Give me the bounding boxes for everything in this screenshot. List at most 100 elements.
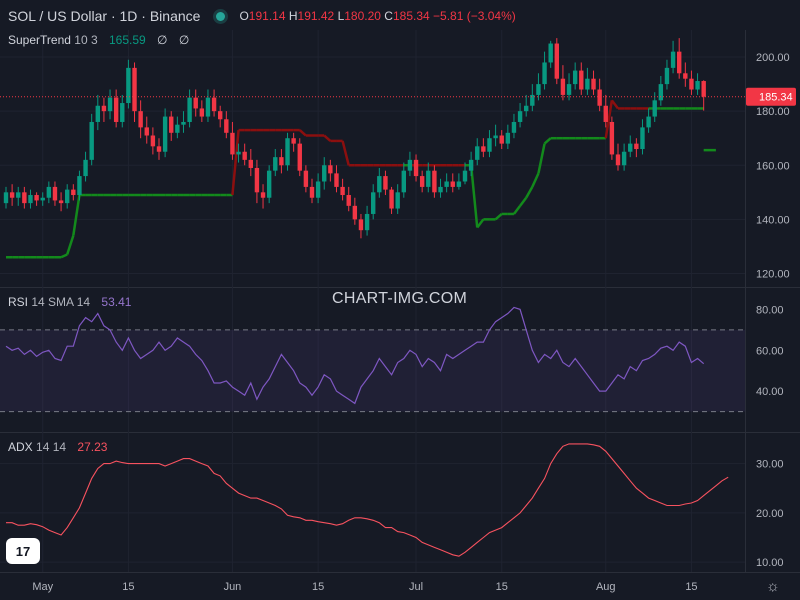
candle-body [426, 170, 431, 187]
symbol-header: SOL / US Dollar · 1D · Binance O191.14 H… [8, 8, 516, 24]
candle-body [524, 105, 529, 112]
rsi-params: 14 SMA 14 [31, 295, 91, 309]
rsi-legend[interactable]: RSI 14 SMA 14 53.41 [8, 295, 131, 309]
candle-body [150, 135, 156, 147]
close-value: 185.34 [392, 9, 430, 23]
candle-body [511, 121, 517, 133]
price-tick-label: 160.00 [756, 160, 790, 172]
candle-body [334, 173, 339, 187]
candle-body [505, 132, 511, 144]
supertrend-segment [494, 213, 503, 221]
time-tick-label: Aug [596, 581, 616, 593]
supertrend-segment [519, 196, 528, 207]
supertrend-legend[interactable]: SuperTrend 10 3 165.59 ∅ ∅ [8, 33, 189, 47]
tradingview-logo-icon[interactable]: 17 [6, 538, 40, 564]
close-label: C [384, 9, 393, 23]
supertrend-segment [298, 129, 307, 137]
time-tick-label: Jul [409, 581, 423, 593]
candle-body [591, 78, 596, 90]
price-tick-label: 200.00 [756, 52, 790, 64]
supertrend-segment [531, 172, 540, 188]
adx-line [6, 443, 729, 557]
low-value: 180.20 [344, 9, 381, 23]
watermark: CHART-IMG.COM [332, 290, 468, 307]
candle-body [199, 108, 205, 117]
supertrend-segment [525, 186, 534, 199]
candle-body [579, 70, 584, 90]
live-dot-icon [216, 11, 226, 21]
rsi-value: 53.41 [101, 295, 132, 309]
rsi-line [5, 306, 705, 405]
candle-body [303, 170, 309, 187]
candle-body [315, 181, 321, 198]
candle-body [628, 143, 633, 152]
adx-legend[interactable]: ADX 14 14 27.23 [8, 440, 107, 454]
candle-body [187, 97, 192, 122]
candle-body [297, 143, 302, 171]
candle-body [377, 176, 382, 193]
low-label: L [337, 9, 345, 23]
candle-body [16, 192, 21, 198]
candle-body [419, 176, 425, 187]
time-tick-label: 15 [496, 581, 508, 593]
rsi-name: RSI [8, 295, 29, 309]
candle-body [432, 170, 437, 193]
gear-icon[interactable]: ☼ [766, 578, 780, 595]
candle-body [340, 186, 345, 196]
candle-body [58, 200, 64, 204]
candle-body [285, 138, 290, 166]
candle-body [444, 181, 449, 187]
rsi-tick-label: 60.00 [756, 345, 784, 357]
candle-body [646, 116, 651, 128]
candle-body [52, 186, 58, 201]
supertrend-segment [341, 140, 350, 166]
candle-body [175, 124, 180, 133]
candle-body [493, 135, 498, 139]
high-value: 191.42 [297, 9, 335, 23]
candle-body [34, 195, 39, 201]
candle-body [9, 192, 15, 198]
candle-body [40, 197, 45, 201]
candle-body [634, 143, 639, 150]
rsi-tick-label: 40.00 [756, 386, 784, 398]
time-tick-label: Jun [224, 581, 242, 593]
candle-body [389, 189, 394, 209]
supertrend-segment [610, 99, 619, 110]
supertrend-segment [604, 100, 614, 139]
supertrend-segment [476, 218, 485, 229]
symbol-title[interactable]: SOL / US Dollar · 1D · Binance [8, 8, 201, 24]
candle-body [230, 132, 235, 155]
candle-body [132, 67, 137, 112]
supertrend-segment [537, 143, 546, 174]
candle-body [211, 97, 217, 112]
candle-body [597, 89, 602, 106]
candle-body [144, 127, 149, 136]
candle-body [120, 103, 125, 122]
candle-body [615, 154, 621, 166]
candle-body [475, 146, 480, 160]
candle-body [517, 111, 523, 122]
supertrend-empty-2: ∅ [178, 33, 190, 47]
candle-body [193, 97, 198, 109]
candle-body [652, 100, 657, 117]
candle-body [260, 192, 266, 198]
candle-body [169, 116, 174, 133]
candle-body [395, 192, 400, 209]
candle-body [413, 159, 419, 177]
candle-body [450, 181, 455, 187]
candle-body [113, 97, 119, 122]
candle-body [407, 159, 413, 171]
candle-body [358, 219, 364, 231]
candle-body [309, 186, 315, 198]
candle-body [89, 121, 94, 160]
candle-body [224, 119, 229, 133]
candle-body [352, 205, 358, 220]
supertrend-segment [512, 205, 522, 215]
candle-body [46, 186, 52, 198]
open-value: 191.14 [248, 9, 286, 23]
supertrend-params: 10 3 [74, 33, 98, 47]
price-tick-label: 120.00 [756, 268, 790, 280]
candle-body [621, 151, 627, 166]
candle-body [346, 195, 351, 206]
